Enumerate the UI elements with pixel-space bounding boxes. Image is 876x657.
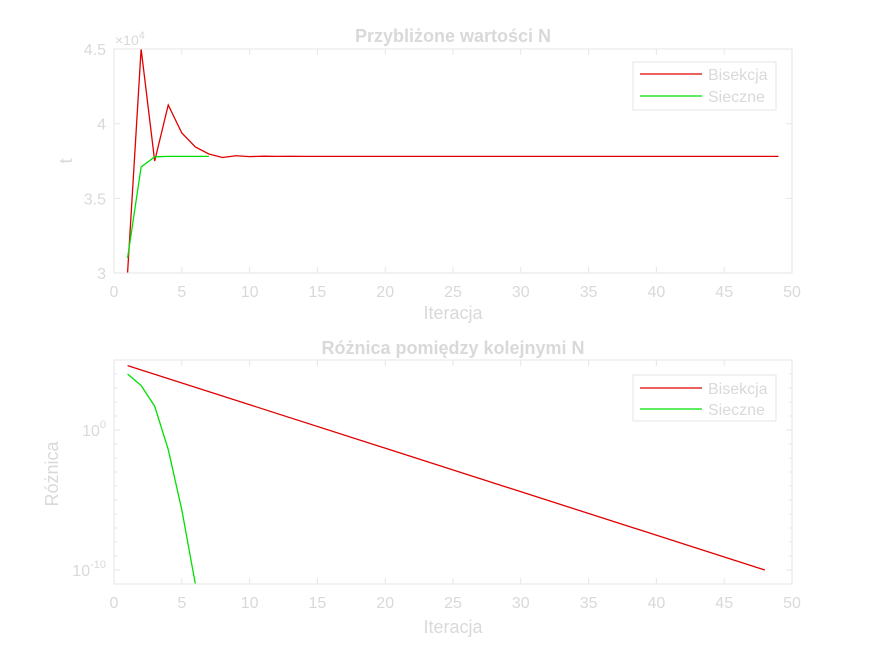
y-exponent-power: 4 <box>139 30 145 42</box>
legend: Bisekcja Sieczne <box>632 61 777 111</box>
plot-area-frame <box>113 48 793 274</box>
y-tick-label: 3.5 <box>84 191 106 208</box>
x-tick-label: 15 <box>309 595 327 612</box>
y-axis-label: Różnica <box>42 440 62 506</box>
series <box>126 49 779 273</box>
y-exponent-label: ×104 <box>115 30 145 48</box>
chart-title: Przybliżone wartości N <box>355 26 551 46</box>
legend-box <box>632 374 777 422</box>
legend-box <box>632 61 777 111</box>
x-tick-label: 25 <box>444 595 462 612</box>
x-tick-label: 20 <box>376 595 394 612</box>
legend-label-sieczne: Sieczne <box>708 89 765 106</box>
y-tick-label: 10-10 <box>72 559 106 580</box>
x-tick-label: 20 <box>376 284 394 301</box>
x-tick-label: 30 <box>512 595 530 612</box>
x-tick-label: 45 <box>715 284 733 301</box>
ticks: 0 5 10 15 20 25 30 35 40 45 50 3 3.5 4 4.5 <box>84 42 801 301</box>
x-tick-label: 40 <box>648 595 666 612</box>
x-tick-label: 30 <box>512 284 530 301</box>
x-tick-label: 5 <box>177 595 186 612</box>
series-line-bisekcja <box>127 364 766 571</box>
x-tick-label: 15 <box>309 284 327 301</box>
x-tick-label: 0 <box>110 284 119 301</box>
x-tick-label: 10 <box>241 595 259 612</box>
legend-label-sieczne: Sieczne <box>708 402 765 419</box>
x-tick-label: 35 <box>580 284 598 301</box>
y-axis-label: t <box>56 158 76 163</box>
x-axis-label: Iteracja <box>423 617 483 637</box>
series <box>127 364 766 584</box>
series-line-sieczne <box>126 155 209 259</box>
chart-title: Różnica pomiędzy kolejnymi N <box>321 338 584 358</box>
x-tick-label: 40 <box>648 284 666 301</box>
series-line-sieczne <box>127 373 196 584</box>
x-tick-label: 45 <box>715 595 733 612</box>
x-tick-label: 5 <box>177 284 186 301</box>
y-exponent-base: ×10 <box>115 32 139 48</box>
x-tick-label: 50 <box>783 284 801 301</box>
legend-label-bisekcja: Bisekcja <box>708 381 768 398</box>
chart-approx-values: Przybliżone wartości N ×104 0 5 10 15 20 25 30… <box>56 26 801 323</box>
plot-area-frame <box>113 359 793 585</box>
x-tick-label: 0 <box>110 595 119 612</box>
chart-differences: Różnica pomiędzy kolejnymi N 0 5 10 15 20 25 3… <box>42 338 801 637</box>
ticks: 0 5 10 15 20 25 30 35 40 45 50 10-10 100 <box>72 359 801 612</box>
x-tick-label: 35 <box>580 595 598 612</box>
series-line-bisekcja <box>126 49 779 273</box>
y-tick-label: 100 <box>82 419 106 440</box>
legend: Bisekcja Sieczne <box>632 374 777 422</box>
legend-label-bisekcja: Bisekcja <box>708 67 768 84</box>
y-tick-label: 4 <box>97 117 106 134</box>
y-tick-label: 4.5 <box>84 42 106 59</box>
x-axis-label: Iteracja <box>423 303 483 323</box>
x-tick-label: 50 <box>783 595 801 612</box>
x-tick-label: 25 <box>444 284 462 301</box>
x-tick-label: 10 <box>241 284 259 301</box>
y-tick-label: 3 <box>97 266 106 283</box>
